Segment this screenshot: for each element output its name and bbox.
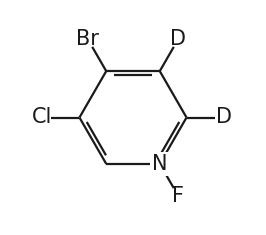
Text: N: N (152, 154, 168, 174)
Text: D: D (170, 29, 186, 49)
Text: F: F (172, 186, 184, 206)
Text: Br: Br (76, 29, 99, 49)
Text: Cl: Cl (32, 107, 53, 128)
Text: D: D (215, 107, 231, 128)
